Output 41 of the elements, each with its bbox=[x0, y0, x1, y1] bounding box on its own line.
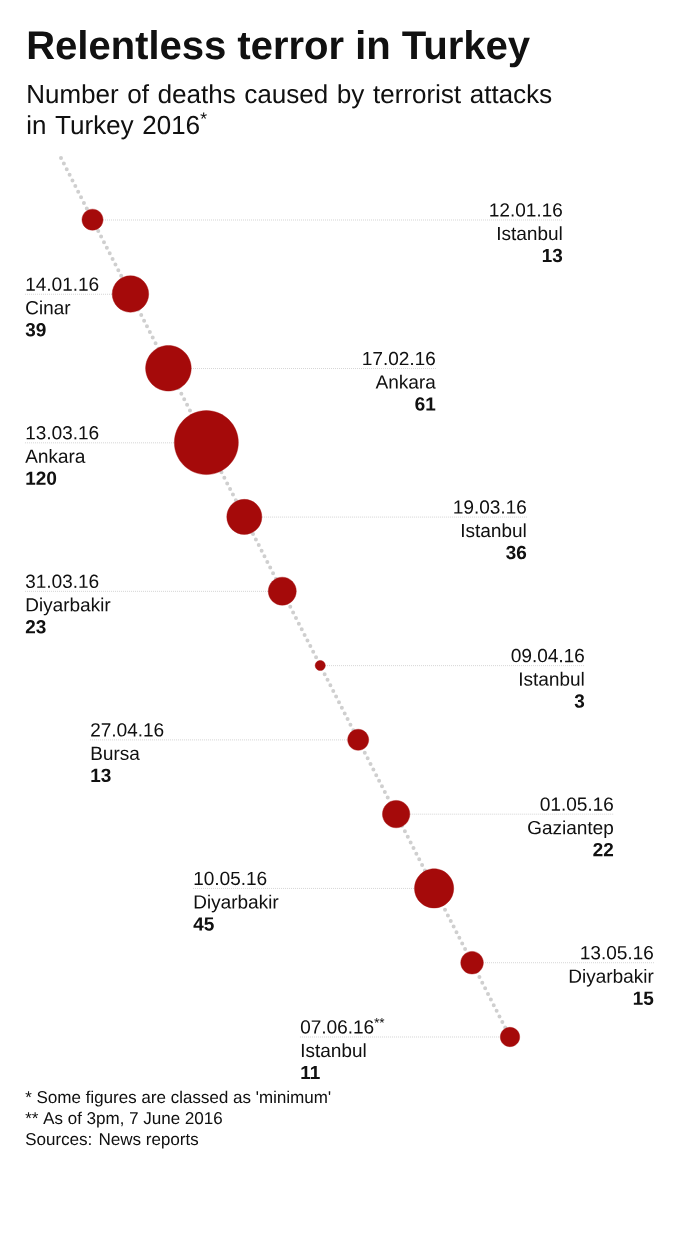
text: Diyarbakir bbox=[26, 597, 111, 616]
category-label: 10.05.16 bbox=[194, 871, 267, 886]
category-label: 09.04.16 bbox=[511, 648, 584, 663]
category-label: 14.01.16 bbox=[26, 277, 99, 291]
text: Ankara bbox=[375, 374, 436, 389]
text: Ankara bbox=[25, 449, 86, 463]
text: Diyarbakir bbox=[194, 894, 279, 913]
category-label: 13.05.16 bbox=[581, 945, 653, 960]
text: Istanbul bbox=[498, 226, 562, 241]
text: Istanbul bbox=[301, 1043, 366, 1058]
text: Diyarbakir bbox=[569, 968, 654, 987]
data-label: 15 bbox=[633, 991, 654, 1005]
data-label: 39 bbox=[25, 323, 46, 337]
data-label: 61 bbox=[415, 397, 436, 411]
data-label: 13 bbox=[91, 768, 111, 783]
text: Istanbul bbox=[520, 671, 584, 686]
text: Gaziantep bbox=[528, 820, 613, 839]
category-label: 19.03.16 bbox=[454, 500, 526, 514]
category-label: 12.01.16 bbox=[490, 203, 562, 217]
data-label: 36 bbox=[506, 545, 527, 560]
category-label: 31.03.16 bbox=[25, 574, 99, 589]
source-note: Sources: News reports bbox=[25, 1133, 199, 1149]
data-label: 3 bbox=[574, 694, 585, 708]
category-label: 01.05.16 bbox=[540, 797, 613, 811]
category-label: 17.02.16 bbox=[363, 351, 435, 366]
category-label: 27.04.16 bbox=[91, 723, 164, 737]
category-label: 13.03.16 bbox=[26, 426, 99, 440]
data-label: 22 bbox=[593, 842, 614, 857]
text: ** As of 3pm, 7 June 2016 bbox=[25, 1111, 222, 1128]
text: Cinar bbox=[26, 300, 71, 315]
data-label: 13 bbox=[542, 248, 563, 263]
data-label: 120 bbox=[26, 471, 57, 485]
category-label: 07.06.16$^{**}$ bbox=[300, 1018, 385, 1034]
text: Bursa bbox=[91, 746, 140, 761]
data-label: 23 bbox=[25, 620, 46, 634]
data-label: 11 bbox=[301, 1065, 320, 1079]
text: Number of deaths caused by terrorist attacks in Turkey 2016$^{*}$ bbox=[27, 84, 552, 140]
data-label: 45 bbox=[193, 917, 214, 931]
text: Relentless terror in Turkey bbox=[28, 30, 530, 68]
text: * Some figures are classed as 'minimum' bbox=[25, 1090, 331, 1107]
text: Istanbul bbox=[462, 523, 526, 538]
